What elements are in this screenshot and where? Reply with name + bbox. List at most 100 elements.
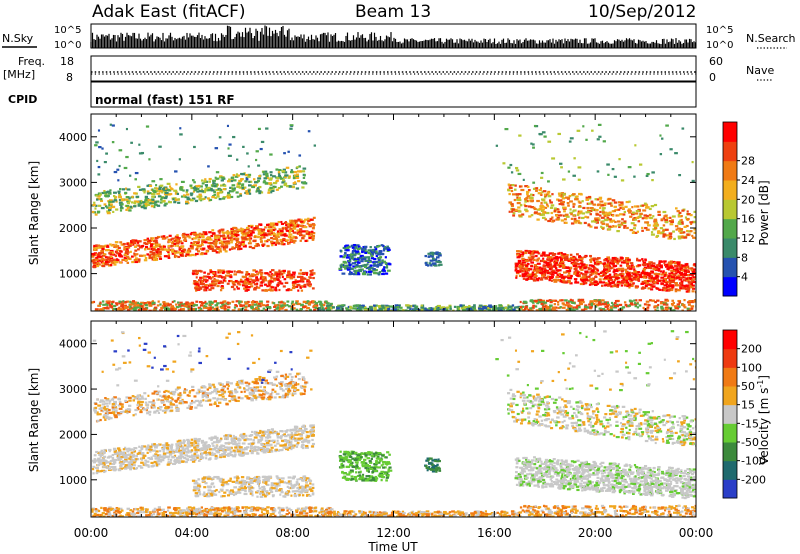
range-gate-cell [163, 204, 167, 207]
range-gate-cell [123, 246, 126, 249]
range-gate-cell [668, 266, 672, 269]
range-gate-cell [264, 240, 267, 243]
range-gate-cell [340, 265, 343, 269]
range-gate-cell [267, 273, 271, 276]
range-gate-cell [226, 308, 230, 311]
range-gate-cell [385, 272, 389, 275]
range-gate-cell [613, 205, 617, 208]
range-gate-cell [239, 304, 244, 308]
range-gate-cell [689, 273, 694, 276]
range-gate-cell [164, 309, 168, 311]
range-gate-cell [297, 232, 301, 235]
range-gate-cell [133, 205, 137, 208]
range-gate-cell [449, 305, 452, 308]
range-gate-cell [264, 182, 269, 185]
range-gate-cell [232, 247, 236, 250]
range-gate-cell [559, 264, 563, 268]
range-gate-cell [255, 306, 258, 310]
range-gate-cell [171, 240, 175, 244]
range-gate-cell [554, 267, 558, 270]
range-gate-cell [386, 269, 391, 272]
range-gate-cell [532, 193, 535, 197]
range-gate-cell [200, 188, 204, 191]
range-gate-cell [227, 306, 231, 309]
range-gate-cell [214, 239, 219, 243]
range-gate-cell [620, 269, 625, 272]
range-gate-cell [311, 269, 314, 272]
range-gate-cell [596, 257, 601, 260]
range-gate-cell [173, 197, 177, 200]
range-gate-cell [238, 179, 242, 183]
range-gate-cell [283, 302, 286, 305]
range-gate-cell [604, 218, 609, 222]
range-gate-cell [251, 273, 255, 276]
range-gate-cell [181, 308, 185, 311]
range-gate-cell [646, 283, 650, 286]
range-gate-cell [394, 304, 398, 307]
range-gate-cell [609, 267, 613, 270]
range-gate-cell [372, 267, 376, 271]
range-gate-cell [518, 264, 521, 267]
range-gate-cell [629, 228, 634, 232]
range-gate-cell [211, 275, 214, 279]
range-gate-cell [524, 208, 528, 211]
range-gate-cell [190, 301, 195, 304]
range-gate-cell [275, 223, 279, 227]
range-gate-cell [149, 245, 153, 248]
range-gate-cell [215, 279, 219, 282]
range-gate-cell [200, 301, 205, 305]
range-gate-cell [620, 267, 625, 271]
range-gate-cell [127, 251, 130, 254]
range-gate-cell [386, 309, 390, 311]
range-gate-cell [686, 269, 689, 272]
range-gate-cell [273, 279, 276, 282]
range-gate-cell [120, 205, 123, 208]
range-gate-cell [587, 211, 591, 214]
range-gate-cell [632, 273, 637, 276]
range-gate-cell [593, 283, 598, 287]
range-gate-cell [154, 187, 158, 190]
range-gate-cell [301, 170, 306, 173]
range-gate-cell [424, 262, 428, 265]
range-gate-cell [267, 191, 271, 194]
range-gate-cell [148, 202, 152, 205]
range-gate-cell [285, 224, 288, 227]
range-gate-cell [179, 309, 184, 311]
range-gate-cell [265, 240, 269, 243]
range-gate-cell [596, 203, 600, 207]
range-gate-cell [292, 222, 296, 225]
range-gate-cell [181, 303, 185, 306]
range-gate-cell [108, 259, 113, 262]
range-gate-cell [389, 305, 394, 308]
range-gate-cell [239, 278, 243, 281]
range-gate-cell [272, 226, 276, 229]
range-gate-cell [204, 184, 209, 187]
range-gate-cell [546, 211, 550, 215]
range-gate-cell [196, 190, 200, 193]
range-gate-cell [220, 234, 224, 238]
range-gate-cell [144, 242, 149, 246]
range-gate-cell [342, 246, 347, 250]
range-gate-cell [619, 201, 624, 204]
range-gate-cell [133, 192, 137, 195]
range-gate-cell [521, 273, 526, 276]
range-gate-cell [576, 271, 580, 275]
range-gate-cell [611, 275, 616, 279]
range-gate-cell [211, 309, 216, 311]
range-gate-cell [91, 301, 94, 304]
range-gate-cell [201, 280, 204, 283]
range-gate-cell [430, 308, 433, 311]
range-gate-cell [276, 284, 280, 288]
range-gate-cell [239, 192, 242, 196]
range-gate-cell [663, 274, 666, 278]
range-gate-cell [356, 258, 360, 261]
range-gate-cell [558, 263, 563, 266]
range-gate-cell [220, 245, 224, 248]
range-gate-cell [677, 215, 682, 218]
range-gate-cell [287, 176, 291, 179]
range-gate-cell [185, 190, 188, 194]
cpid-panel: CPID normal (fast) 151 RF [8, 81, 697, 108]
range-gate-cell [364, 251, 368, 254]
range-gate-cell [381, 307, 386, 310]
range-gate-cell [540, 187, 543, 190]
